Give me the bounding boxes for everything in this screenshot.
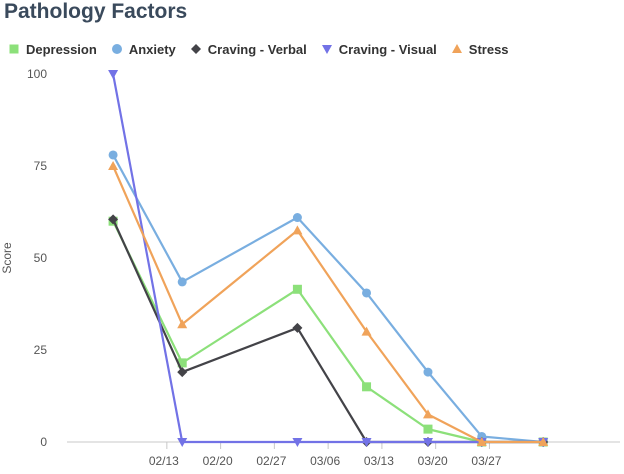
series-line-stress — [112, 165, 544, 444]
data-point-craving-visual — [108, 70, 119, 79]
data-point-stress — [422, 409, 433, 419]
legend-item[interactable]: Anxiety — [111, 42, 176, 57]
y-tick-label: 75 — [34, 159, 48, 173]
data-point-craving-verbal — [177, 367, 188, 378]
data-point-craving-visual — [177, 438, 188, 447]
legend-marker-icon — [190, 44, 201, 54]
data-point-stress — [361, 326, 372, 336]
data-point-anxiety — [292, 213, 302, 223]
data-point-anxiety — [108, 150, 118, 160]
data-point-craving-visual — [361, 438, 372, 447]
data-point-stress — [108, 161, 119, 170]
data-point-craving-verbal — [108, 214, 119, 225]
chart-legend: Depression Anxiety Craving - Verbal Craving… — [8, 40, 523, 58]
data-point-depression — [292, 284, 302, 294]
series-line-craving-verbal — [112, 218, 544, 444]
data-point-depression — [423, 424, 433, 434]
y-tick-label: 50 — [34, 251, 48, 265]
series-line-craving-visual — [112, 73, 544, 444]
legend-label: Anxiety — [128, 41, 176, 57]
data-point-craving-visual — [292, 438, 303, 447]
legend-label: Stress — [468, 41, 509, 57]
legend-item[interactable]: Craving - Visual — [321, 42, 437, 57]
data-point-anxiety — [177, 277, 187, 287]
x-tick-label: 03/20 — [418, 454, 448, 468]
data-point-craving-visual — [422, 438, 433, 447]
legend-marker-icon — [451, 44, 462, 53]
data-point-stress — [177, 319, 188, 329]
legend-label: Craving - Visual — [338, 41, 437, 57]
x-tick-label: 03/06 — [310, 454, 340, 468]
y-tick-label: 25 — [34, 343, 48, 357]
data-point-anxiety — [362, 288, 372, 298]
data-point-stress — [538, 437, 549, 446]
legend-item[interactable]: Stress — [451, 42, 509, 57]
series-line-depression — [112, 220, 544, 444]
x-tick-label: 03/13 — [364, 454, 394, 468]
legend-label: Craving - Verbal — [207, 41, 307, 57]
legend-item[interactable]: Craving - Verbal — [190, 42, 307, 57]
legend-marker-icon — [321, 45, 332, 54]
data-point-depression — [362, 382, 372, 392]
legend-label: Depression — [26, 41, 97, 57]
legend-marker-icon — [9, 44, 19, 54]
x-tick-label: 02/13 — [149, 454, 179, 468]
x-tick-label: 03/27 — [471, 454, 501, 468]
data-point-stress — [292, 225, 303, 235]
legend-item[interactable]: Depression — [8, 42, 97, 57]
data-point-anxiety — [423, 367, 433, 377]
data-point-craving-verbal — [292, 322, 303, 333]
y-tick-label: 100 — [27, 67, 47, 81]
y-axis-label: Score — [0, 242, 14, 274]
x-tick-label: 02/27 — [256, 454, 286, 468]
y-tick-label: 0 — [40, 435, 47, 449]
series-line-anxiety — [112, 154, 544, 444]
x-tick-label: 02/20 — [203, 454, 233, 468]
chart-title: Pathology Factors — [4, 0, 188, 23]
legend-marker-icon — [111, 44, 122, 54]
data-point-stress — [476, 437, 487, 446]
data-point-depression — [177, 358, 187, 368]
line-chart: 0 25 50 75 100 Score 02/13 02/20 02/27 03/06 03/13… — [0, 67, 620, 468]
